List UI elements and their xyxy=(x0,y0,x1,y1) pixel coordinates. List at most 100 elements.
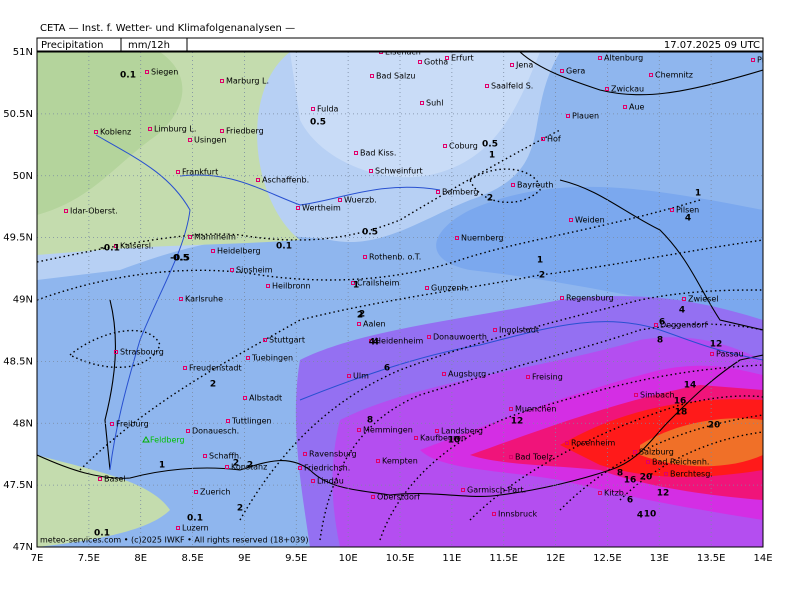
city-marker xyxy=(623,105,627,109)
city-label: Lindau xyxy=(317,477,344,486)
city-label: Albstadt xyxy=(249,394,282,403)
city-marker xyxy=(445,56,449,60)
isoline xyxy=(239,289,763,521)
lon-label: 12.5E xyxy=(593,553,622,564)
city-label: Basel xyxy=(104,475,126,484)
city-marker xyxy=(751,58,755,62)
field xyxy=(37,455,170,547)
contour-label: 0.1 xyxy=(187,514,203,524)
city-marker xyxy=(670,208,674,212)
city-marker xyxy=(370,74,374,78)
contour-label: 18 xyxy=(675,408,688,418)
contour-label: 0.1 xyxy=(94,529,110,539)
city-label: Sinsheim xyxy=(236,266,273,275)
lon-label: 10.5E xyxy=(386,553,415,564)
lon-label: 12E xyxy=(546,553,565,564)
lon-label: 7.5E xyxy=(78,553,100,564)
city-marker xyxy=(98,477,102,481)
city-marker xyxy=(186,429,190,433)
border xyxy=(559,179,763,331)
lat-label: 48N xyxy=(13,418,33,429)
city-label: Gotha xyxy=(424,58,448,67)
city-label: Simbach xyxy=(640,391,675,400)
city-marker xyxy=(230,268,234,272)
city-label: Fulda xyxy=(317,105,339,114)
city-marker xyxy=(492,512,496,516)
city-label: Eisenach xyxy=(385,48,421,57)
city-marker xyxy=(114,244,118,248)
city-marker xyxy=(142,436,150,443)
contour-label: 1 xyxy=(537,256,543,266)
city-label: Kaufbeuren xyxy=(420,434,466,443)
city-label: Friedberg xyxy=(226,127,264,136)
lon-label: 8E xyxy=(134,553,147,564)
city-label: Passau xyxy=(716,350,744,359)
city-label: Idar-Oberst. xyxy=(70,207,118,216)
city-marker xyxy=(311,479,315,483)
city-label: Mannheim xyxy=(194,233,236,242)
city-label: Gera xyxy=(566,67,585,76)
city-marker xyxy=(376,459,380,463)
city-label: Freising xyxy=(532,373,563,382)
field xyxy=(290,52,540,178)
contour-label: 4 xyxy=(637,511,643,521)
isoline xyxy=(37,129,561,263)
contour-label: 6 xyxy=(627,496,633,506)
city-label: Gunzenh. xyxy=(431,284,469,293)
city-marker xyxy=(114,350,118,354)
city-label: Garmisch-Part. xyxy=(467,486,526,495)
contour-label: 4 xyxy=(679,306,685,316)
city-marker xyxy=(354,151,358,155)
city-marker xyxy=(225,465,229,469)
city-label: Zwickau xyxy=(611,85,644,94)
city-marker xyxy=(369,339,373,343)
datetime: 17.07.2025 09 UTC xyxy=(664,40,760,51)
city-label: Rosenheim xyxy=(571,439,615,448)
lon-label: 8.5E xyxy=(181,553,203,564)
city-marker xyxy=(509,455,513,459)
city-marker xyxy=(485,84,489,88)
city-marker xyxy=(634,393,638,397)
city-label: Friedrichsh. xyxy=(304,464,350,473)
city-label: Luzern xyxy=(182,524,209,533)
contour-label: 1 xyxy=(489,151,495,161)
contour-label: 0.5 xyxy=(362,228,378,238)
institute: CETA — Inst. f. Wetter- und Klimafolgena… xyxy=(40,23,295,34)
city-marker xyxy=(226,419,230,423)
lat-label: 47.5N xyxy=(3,480,33,491)
field xyxy=(37,52,183,215)
city-marker xyxy=(243,396,247,400)
city-label: Chemnitz xyxy=(655,71,693,80)
unit-box xyxy=(120,37,188,52)
city-label: Freudenstadt xyxy=(189,364,242,373)
city-label: Kitzb. xyxy=(604,489,626,498)
lat-label: 49N xyxy=(13,295,33,306)
city-label: Oberstdorf xyxy=(377,493,420,502)
lon-label: 11E xyxy=(442,553,461,564)
city-marker xyxy=(220,129,224,133)
city-marker xyxy=(560,296,564,300)
city-marker xyxy=(110,422,114,426)
city-marker xyxy=(649,73,653,77)
lat-label: 48.5N xyxy=(3,356,33,367)
city-marker xyxy=(351,281,355,285)
city-label: Erfurt xyxy=(451,54,474,63)
city-label: Wuerzb. xyxy=(344,196,377,205)
city-label: Hof xyxy=(547,135,561,144)
city-label: Frankfurt xyxy=(182,168,218,177)
contour-label: 8 xyxy=(367,416,373,426)
city-marker xyxy=(145,70,149,74)
city-marker xyxy=(435,429,439,433)
city-label: Bad Reichenh. xyxy=(652,458,709,467)
contour-label: -0.1 xyxy=(100,244,120,254)
city-marker xyxy=(371,495,375,499)
city-label: Strasbourg xyxy=(120,348,164,357)
city-label: Heilbronn xyxy=(272,282,311,291)
city-label: Bad Salzu xyxy=(376,72,415,81)
contour-label: 20 xyxy=(640,473,653,483)
contour-label: 0.5 xyxy=(310,118,326,128)
city-marker xyxy=(176,526,180,530)
city-label: Nuernberg xyxy=(461,234,503,243)
contour-label: 8 xyxy=(657,336,663,346)
